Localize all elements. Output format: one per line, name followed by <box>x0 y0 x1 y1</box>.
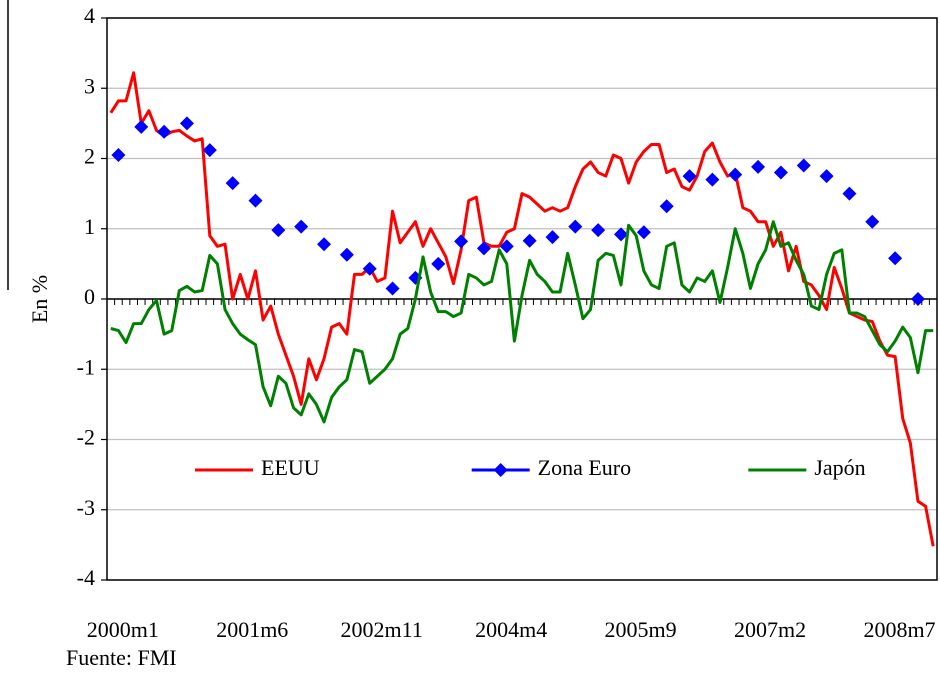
y-tick-label: -3 <box>77 495 95 520</box>
series-marker <box>271 223 286 238</box>
legend-label: EEUU <box>261 455 320 480</box>
y-tick-label: -2 <box>77 425 95 450</box>
series-line <box>109 71 935 547</box>
series-marker <box>157 124 172 139</box>
series-marker <box>362 261 377 276</box>
series-marker <box>294 219 309 234</box>
series-marker <box>134 119 149 134</box>
x-tick-label: 2007m2 <box>734 617 806 642</box>
series-marker <box>476 241 491 256</box>
series-marker <box>865 214 880 229</box>
series-marker <box>431 256 446 271</box>
source-note: Fuente: FMI <box>66 645 177 670</box>
series-marker <box>499 239 514 254</box>
y-tick-label: 4 <box>84 3 95 28</box>
series-marker <box>751 159 766 174</box>
y-tick-label: -1 <box>77 354 95 379</box>
series-marker <box>705 172 720 187</box>
series-marker <box>819 169 834 184</box>
x-tick-label: 2002m11 <box>341 617 423 642</box>
series-marker <box>910 292 925 306</box>
series-marker <box>568 219 583 234</box>
series-marker <box>454 234 469 249</box>
x-tick-label: 2008m7 <box>863 617 935 642</box>
y-tick-label: 0 <box>84 284 95 309</box>
series-marker <box>385 281 400 296</box>
y-tick-label: 1 <box>84 214 95 239</box>
series-marker <box>545 230 560 245</box>
y-tick-label: -4 <box>77 565 95 590</box>
series-marker <box>202 143 217 158</box>
series-marker <box>613 227 628 242</box>
series-marker <box>842 186 857 201</box>
series-marker <box>522 233 537 248</box>
y-axis-label: En % <box>27 275 52 323</box>
y-tick-label: 3 <box>84 73 95 98</box>
legend-label: Japón <box>814 455 865 480</box>
y-tick-label: 2 <box>84 144 95 169</box>
series-marker <box>888 251 903 266</box>
series-marker <box>728 167 743 182</box>
series-marker <box>317 237 332 252</box>
x-tick-label: 2000m1 <box>87 617 159 642</box>
series-marker <box>179 116 194 131</box>
series-marker <box>659 199 674 214</box>
series-marker <box>796 158 811 173</box>
legend-label: Zona Euro <box>538 455 631 480</box>
x-tick-label: 2004m4 <box>475 617 547 642</box>
x-tick-label: 2005m9 <box>605 617 677 642</box>
series-marker <box>248 193 263 208</box>
x-tick-label: 2001m6 <box>216 617 288 642</box>
series-marker <box>225 176 240 191</box>
series-marker <box>773 165 788 180</box>
series-marker <box>339 247 354 262</box>
legend-marker <box>493 463 508 477</box>
series-marker <box>682 169 697 184</box>
series-marker <box>636 225 651 240</box>
series-marker <box>111 147 126 162</box>
series-line <box>110 220 934 424</box>
series-marker <box>591 223 606 238</box>
